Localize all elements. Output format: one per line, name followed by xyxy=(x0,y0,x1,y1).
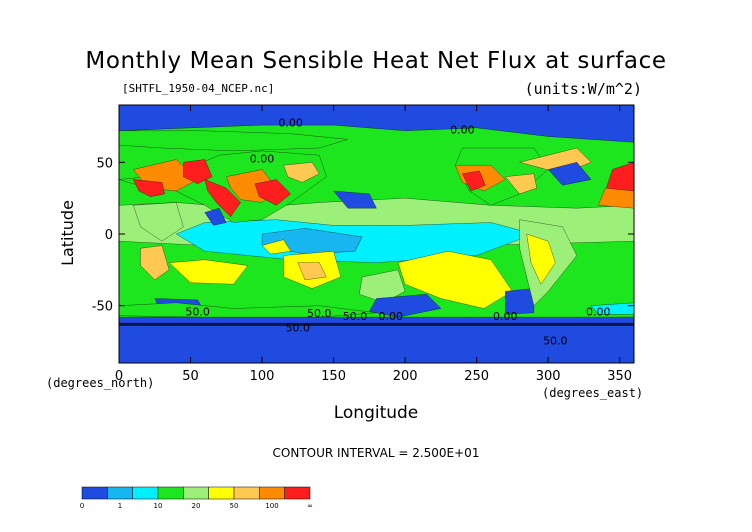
y-tick-label: 50 xyxy=(96,156,113,171)
contour-label: 0.00 xyxy=(493,310,518,323)
units-label: (units:W/m^2) xyxy=(524,80,642,98)
contour-label: 0.00 xyxy=(278,117,303,130)
flux-region xyxy=(204,207,227,226)
x-tick-label: 350 xyxy=(607,369,632,384)
x-tick-label: 200 xyxy=(393,369,418,384)
contour-label: 0.00 xyxy=(250,152,275,165)
flux-region xyxy=(140,245,170,281)
y-tick-label: -50 xyxy=(92,300,113,315)
colorbar-label: 100 xyxy=(265,502,278,510)
flux-region xyxy=(504,173,537,195)
flux-region xyxy=(397,250,513,309)
flux-region xyxy=(168,259,249,285)
colorbar-label: 1 xyxy=(118,502,122,510)
flux-region xyxy=(461,170,486,192)
x-tick-label: 150 xyxy=(321,369,346,384)
x-tick-label: 250 xyxy=(464,369,489,384)
flux-region xyxy=(597,187,634,209)
contour-label: 50.0 xyxy=(343,310,368,323)
flux-region xyxy=(132,179,166,197)
flux-region xyxy=(119,316,634,363)
colorbar-swatch xyxy=(132,486,159,500)
y-unit-label: (degrees_north) xyxy=(46,376,155,390)
flux-region xyxy=(119,302,377,318)
flux-region xyxy=(590,302,634,315)
colorbar-label: 20 xyxy=(192,502,201,510)
flux-region xyxy=(283,162,320,183)
flux-region xyxy=(119,130,348,152)
colorbar-swatch xyxy=(183,486,209,500)
colorbar-swatch xyxy=(208,486,235,500)
colorbar-label: 50 xyxy=(230,502,239,510)
flux-region xyxy=(505,288,535,315)
chart-title: Monthly Mean Sensible Heat Net Flux at s… xyxy=(85,48,667,74)
flux-region xyxy=(204,179,241,218)
dataset-subtitle: [SHTFL_1950-04_NCEP.nc] xyxy=(122,82,275,95)
contour-label: 50.0 xyxy=(307,307,332,320)
contour-label: 50.0 xyxy=(286,321,311,334)
contour-label: 0.00 xyxy=(379,310,404,323)
colorbar-swatch xyxy=(259,486,285,500)
flux-region xyxy=(119,105,634,143)
flux-region xyxy=(547,162,592,186)
x-unit-label: (degrees_east) xyxy=(542,386,644,400)
colorbar-swatch xyxy=(81,486,108,500)
x-tick-label: 0 xyxy=(115,369,123,384)
flux-region xyxy=(333,190,377,209)
flux-region xyxy=(254,179,292,206)
flux-region xyxy=(261,239,292,255)
x-tick-label: 100 xyxy=(250,369,275,384)
contour-label: 50.0 xyxy=(185,306,210,319)
colorbar-label: 0 xyxy=(80,502,84,510)
flux-region xyxy=(368,293,442,318)
flux-region xyxy=(297,262,327,281)
antarctic-coast-band xyxy=(119,322,634,326)
colorbar-swatch xyxy=(107,486,133,500)
x-tick-label: 300 xyxy=(536,369,561,384)
map-field xyxy=(119,105,634,363)
colorbar-swatch xyxy=(157,486,184,500)
colorbar-label: ∞ xyxy=(307,502,313,510)
x-axis-label: Longitude xyxy=(333,403,419,423)
colorbar: 0 1 10 20 50 100 ∞ xyxy=(80,486,313,510)
flux-region xyxy=(526,233,556,285)
contour-interval-text: CONTOUR INTERVAL = 2.500E+01 xyxy=(272,446,480,460)
flux-region xyxy=(132,202,184,242)
colorbar-label: 10 xyxy=(154,502,163,510)
y-axis-ticks: -50 0 50 xyxy=(92,156,634,315)
x-tick-label: 50 xyxy=(182,369,199,384)
contour-label: 0.00 xyxy=(450,124,475,137)
y-tick-label: 0 xyxy=(105,228,113,243)
x-axis-ticks: 0 50 100 150 200 250 300 350 xyxy=(115,105,632,384)
contour-label: 0.00 xyxy=(586,306,611,319)
colorbar-swatch xyxy=(284,486,311,500)
colorbar-swatch xyxy=(233,486,260,500)
contour-label: 50.0 xyxy=(543,334,568,347)
